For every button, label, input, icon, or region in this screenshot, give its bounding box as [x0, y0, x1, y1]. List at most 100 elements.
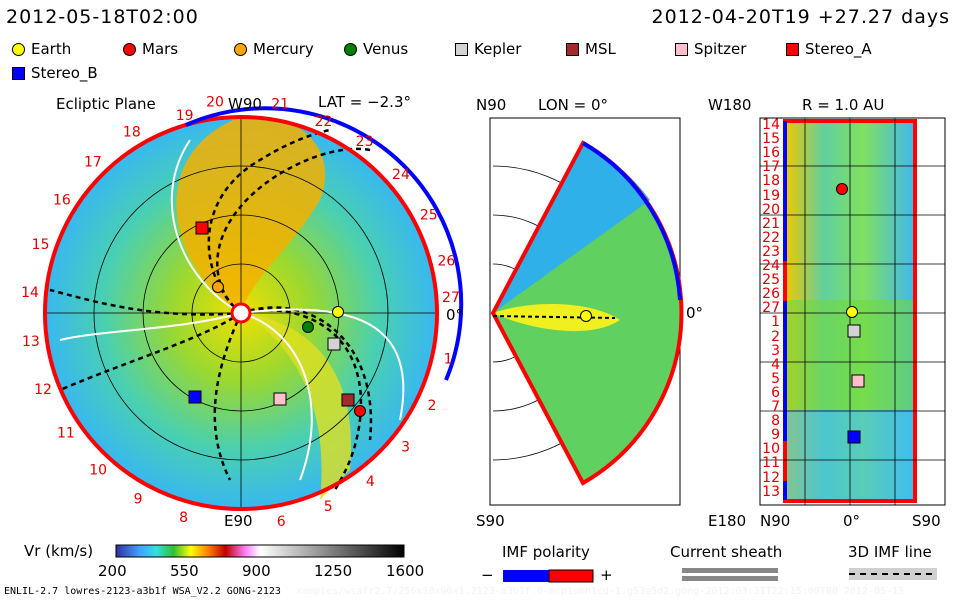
- radial-y-label: 16: [762, 145, 780, 162]
- radial-y-label: 3: [771, 342, 780, 359]
- ring-label: 21: [271, 97, 289, 113]
- legend-label: Stereo_A: [805, 40, 872, 58]
- circle-marker-icon: [234, 42, 247, 56]
- mercury-marker: [212, 281, 224, 293]
- mars-marker: [354, 405, 366, 417]
- colorbar-tick: 900: [242, 562, 271, 580]
- s90-label: S90: [476, 512, 505, 530]
- legend-item-venus: Venus: [344, 40, 408, 58]
- radial-y-label: 15: [762, 131, 780, 148]
- meridional-0deg: 0°: [686, 304, 704, 322]
- legend-item-msl: MSL: [566, 40, 616, 58]
- radial-y-label: 10: [762, 441, 780, 458]
- imf-negative-swatch: [503, 570, 549, 582]
- colorbar-tick: 200: [98, 562, 127, 580]
- legend-label: MSL: [585, 40, 616, 58]
- legend-label: Stereo_B: [31, 64, 98, 82]
- run-info: ENLIL-2.7 lowres-2123-a3b1f WSA_V2.2 GON…: [4, 586, 281, 597]
- radial-n90: N90: [760, 512, 791, 530]
- ring-label: 6: [277, 514, 286, 530]
- stereo_b-marker: [847, 430, 861, 444]
- ecliptic-title: Ecliptic Plane: [56, 95, 156, 113]
- ring-label: 12: [34, 382, 52, 398]
- ring-label: 16: [53, 193, 71, 209]
- radial-y-label: 6: [771, 384, 780, 401]
- legend-label: Earth: [31, 40, 72, 58]
- radial-y-label: 17: [762, 159, 780, 176]
- square-marker-icon: [455, 42, 468, 56]
- radial-0deg: 0°: [843, 512, 861, 530]
- legend-label: Spitzer: [694, 40, 747, 58]
- model-time: 2012-05-18T02:00: [6, 6, 199, 28]
- radial-y-label: 2: [771, 328, 780, 345]
- radial-y-label: 23: [762, 243, 780, 260]
- radial-y-label: 14: [762, 117, 780, 133]
- radial-y-label: 26: [762, 286, 780, 303]
- legend-label: Mars: [142, 40, 179, 58]
- ring-label: 15: [32, 237, 50, 253]
- ring-label: 8: [179, 510, 188, 526]
- kepler-marker: [327, 337, 341, 351]
- earth-marker: [846, 306, 858, 318]
- earth-marker: [332, 306, 344, 318]
- msl-marker: [341, 393, 355, 407]
- colorbar: [115, 544, 405, 558]
- current-sheath-label: Current sheath: [670, 543, 783, 561]
- colorbar-label: Vr (km/s): [24, 542, 94, 560]
- radial-y-label: 8: [771, 413, 780, 430]
- colorbar-tick: 1600: [386, 562, 425, 580]
- colorbar-tick: 550: [170, 562, 199, 580]
- spitzer-marker: [273, 392, 287, 406]
- ring-label: 13: [22, 334, 40, 350]
- imf-line-label: 3D IMF line: [848, 543, 932, 561]
- square-marker-icon: [12, 66, 25, 80]
- mars-marker: [836, 183, 848, 195]
- ring-label: 1: [444, 352, 453, 368]
- sheath-line: [682, 568, 778, 573]
- colorbar-tick: 1250: [314, 562, 353, 580]
- ecliptic-plane-panel: [43, 106, 464, 511]
- ring-label: 26: [437, 253, 455, 269]
- ring-label: 9: [134, 491, 143, 507]
- radial-y-label: 19: [762, 187, 780, 204]
- square-marker-icon: [786, 42, 799, 56]
- imf-minus: −: [481, 566, 494, 584]
- square-marker-icon: [675, 42, 688, 56]
- legend-label: Mercury: [253, 40, 314, 58]
- n90-label: N90: [476, 96, 507, 114]
- e180-label: E180: [708, 512, 747, 530]
- reference-time: 2012-04-20T19 +27.27 days: [651, 6, 950, 28]
- radial-s90: S90: [912, 512, 941, 530]
- legend-label: Venus: [363, 40, 409, 58]
- w90-label: W90: [228, 95, 262, 113]
- legend-item-earth: Earth: [12, 40, 71, 58]
- radial-y-label: 12: [762, 469, 780, 486]
- ring-label: 23: [356, 134, 374, 150]
- ring-label: 24: [392, 167, 410, 183]
- ring-label: 22: [315, 114, 333, 130]
- imf-polarity-label: IMF polarity: [502, 543, 590, 561]
- radial-y-label: 18: [762, 173, 780, 190]
- ring-label: 3: [401, 440, 410, 456]
- kepler-marker: [847, 324, 861, 338]
- ring-label: 25: [420, 208, 438, 224]
- legend-item-mars: Mars: [123, 40, 178, 58]
- radial-y-label: 4: [771, 356, 780, 373]
- ecliptic-0deg: 0°: [446, 306, 464, 324]
- legend-item-stereo_a: Stereo_A: [786, 40, 872, 58]
- ring-label: 4: [366, 474, 375, 490]
- ring-label: 10: [89, 463, 107, 479]
- spitzer-marker: [851, 374, 865, 388]
- legend-item-spitzer: Spitzer: [675, 40, 746, 58]
- lon-label: LON = 0°: [538, 96, 608, 114]
- radial-y-label: 11: [762, 455, 780, 472]
- ring-label: 18: [123, 124, 141, 140]
- square-marker-icon: [566, 42, 579, 56]
- ring-label: 19: [176, 108, 194, 124]
- radial-y-label: 13: [762, 483, 780, 500]
- ring-label: 27: [442, 290, 460, 306]
- stereo_b-marker: [188, 390, 202, 404]
